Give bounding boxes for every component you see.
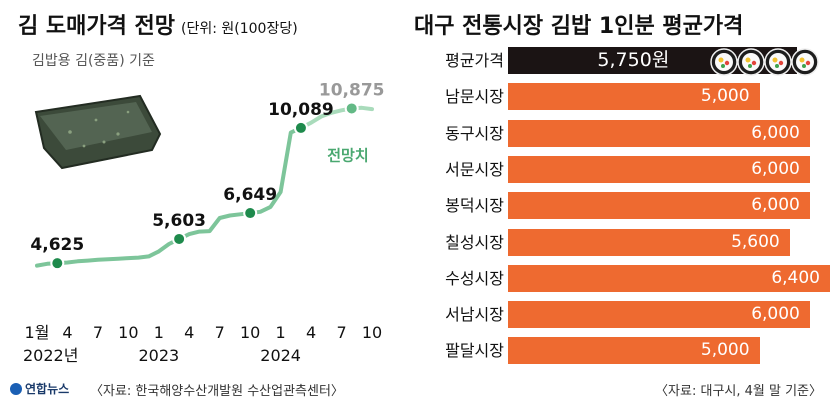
bar-row: 서남시장 6,000 xyxy=(408,301,830,329)
forecast-line xyxy=(298,105,374,130)
bar-row: 팔달시장 5,000 xyxy=(408,337,830,365)
data-point-marker xyxy=(50,256,65,271)
bar-value-label: 5,000 xyxy=(700,340,750,361)
data-label: 4,625 xyxy=(30,235,84,255)
data-point-marker xyxy=(243,206,258,221)
chart-title: 김 도매가격 전망 (단위: 원(100장당) xyxy=(18,8,298,40)
logo: 연합뉴스 xyxy=(10,380,69,397)
gimbap-icon xyxy=(791,48,819,76)
right-source: 〈자료: 대구시, 4월 말 기준〉 xyxy=(655,384,822,399)
x-tick-label: 7 xyxy=(215,323,225,342)
bar-category-label: 봉덕시장 xyxy=(445,196,504,216)
bar-category-label: 팔달시장 xyxy=(445,341,504,361)
gimbap-icons xyxy=(710,48,819,76)
year-label: 2022년 xyxy=(23,346,78,365)
x-tick-label: 1월 xyxy=(25,323,50,342)
left-panel: 김 도매가격 전망 (단위: 원(100장당) 김밥용 김(중품) 기준 전망치 … xyxy=(0,0,400,401)
bar-row: 칠성시장 5,600 xyxy=(408,228,830,256)
x-tick-label: 4 xyxy=(62,323,72,342)
market-bar: 6,000 xyxy=(508,192,810,220)
bar-row: 남문시장 5,000 xyxy=(408,83,830,111)
data-label: 5,603 xyxy=(152,211,206,231)
data-point-marker xyxy=(293,120,308,135)
bar-value-label: 6,400 xyxy=(771,267,820,288)
market-bar: 5,000 xyxy=(508,337,760,365)
year-label: 2024 xyxy=(260,346,301,365)
x-tick-label: 10 xyxy=(240,323,260,342)
bar-row: 서문시장 6,000 xyxy=(408,155,830,183)
data-point-marker xyxy=(172,231,187,246)
market-bar: 5,000 xyxy=(508,83,760,111)
data-point-marker xyxy=(344,101,359,116)
market-bar: 6,000 xyxy=(508,155,810,183)
x-tick-label: 7 xyxy=(93,323,103,342)
forecast-label: 전망치 xyxy=(327,147,368,165)
x-tick-label: 4 xyxy=(184,323,194,342)
bar-row: 봉덕시장 6,000 xyxy=(408,192,830,220)
data-label: 6,649 xyxy=(223,185,277,205)
logo-mark-icon xyxy=(10,383,22,395)
bar-category-label: 칠성시장 xyxy=(445,232,504,252)
laver-illustration xyxy=(34,94,162,170)
bar-value-label: 6,000 xyxy=(751,122,800,143)
x-tick-label: 7 xyxy=(336,323,346,342)
bar-value-label: 6,000 xyxy=(751,195,800,216)
market-bar: 5,600 xyxy=(508,228,790,256)
bar-row: 동구시장 6,000 xyxy=(408,119,830,147)
unit-label: (단위: 원(100장당) xyxy=(181,21,298,37)
x-tick-label: 4 xyxy=(306,323,316,342)
bar-row: 수성시장 6,400 xyxy=(408,264,830,292)
bar-chart-title: 대구 전통시장 김밥 1인분 평균가격 xyxy=(414,14,744,39)
bar-value-label: 5,600 xyxy=(731,231,780,252)
bar-category-label: 평균가격 xyxy=(445,51,504,70)
logo-text: 연합뉴스 xyxy=(25,382,70,396)
data-label: 10,089 xyxy=(268,100,334,120)
x-tick-label: 10 xyxy=(362,323,382,342)
market-bar: 6,400 xyxy=(508,264,830,292)
bar-category-label: 남문시장 xyxy=(445,87,504,107)
bar-category-label: 서남시장 xyxy=(445,305,504,325)
year-label: 2023 xyxy=(138,346,179,365)
gimbap-icon xyxy=(710,48,738,76)
x-tick-label: 1 xyxy=(276,323,286,342)
gimbap-icon xyxy=(737,48,765,76)
gimbap-icon xyxy=(764,48,792,76)
bar-value-label: 6,000 xyxy=(751,304,800,325)
bar-value-label: 6,000 xyxy=(751,158,800,179)
market-bar: 6,000 xyxy=(508,301,810,329)
x-tick-label: 1 xyxy=(154,323,164,342)
market-bar: 6,000 xyxy=(508,119,810,147)
left-source: 〈자료: 한국해양수산개발원 수산업관측센터〉 xyxy=(90,384,344,399)
x-tick-label: 10 xyxy=(118,323,138,342)
bar-category-label: 수성시장 xyxy=(445,268,504,288)
bar-category-label: 동구시장 xyxy=(445,123,504,143)
data-label: 10,875 xyxy=(319,80,385,100)
title-text: 김 도매가격 전망 xyxy=(18,14,175,39)
bar-value-label: 5,750원 xyxy=(597,49,670,71)
bar-value-label: 5,000 xyxy=(700,86,750,107)
bar-category-label: 서문시장 xyxy=(445,159,504,179)
chart-subtitle: 김밥용 김(중품) 기준 xyxy=(32,53,155,69)
